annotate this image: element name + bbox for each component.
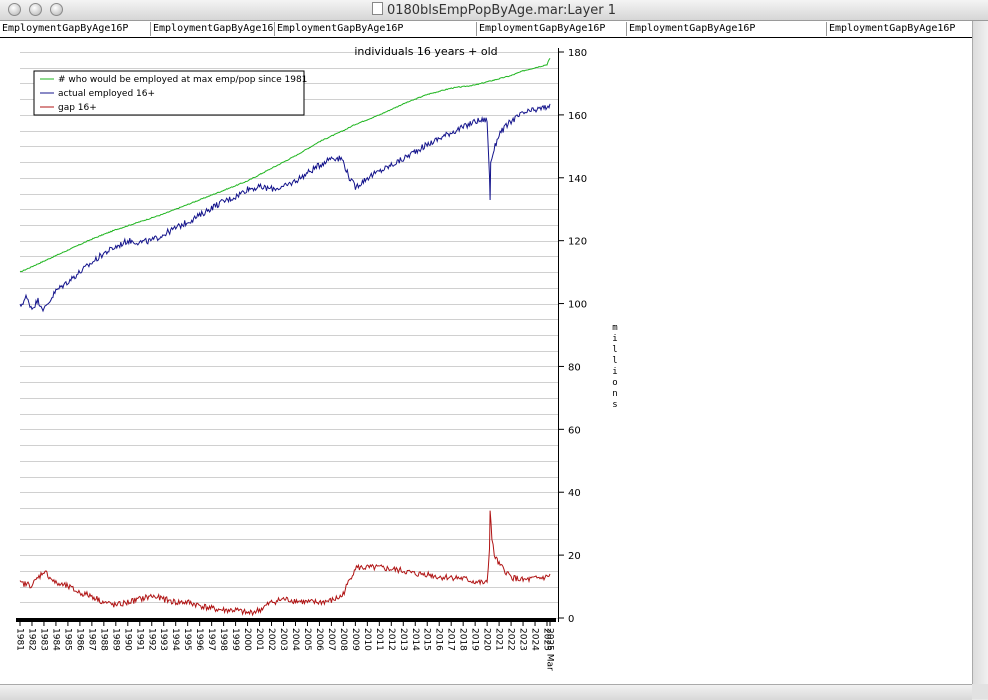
y-axis-label-char: o	[612, 378, 617, 388]
x-tick-label: 1998	[218, 628, 228, 651]
header-cell[interactable]: EmploymentGapByAge16P	[626, 22, 755, 36]
minimize-window-button[interactable]	[29, 3, 42, 16]
legend-label: # who would be employed at max emp/pop s…	[58, 75, 307, 85]
x-tick-label: 1982	[26, 628, 36, 651]
x-tick-label: 1985	[62, 628, 72, 651]
vertical-scrollbar[interactable]	[972, 21, 988, 684]
x-tick-label: 1984	[50, 628, 60, 651]
y-axis-label-char: s	[612, 400, 617, 410]
header-cell[interactable]: EmploymentGapByAge16P	[2, 23, 129, 34]
x-tick-label: 2016	[434, 628, 444, 651]
x-tick-label: 1983	[38, 628, 48, 651]
y-axis-label-char: n	[612, 389, 617, 399]
x-tick-label: 1986	[74, 628, 84, 651]
legend-label: gap 16+	[58, 103, 97, 113]
x-tick-label: 2014	[410, 628, 420, 651]
close-window-button[interactable]	[8, 3, 21, 16]
x-axis-baseline	[16, 618, 556, 622]
y-tick-label: 120	[568, 237, 587, 248]
x-tick-label: 2010	[362, 628, 372, 651]
x-tick-label: 2001	[254, 628, 264, 651]
y-axis-label-char: m	[612, 323, 617, 333]
x-tick-label: 2020	[482, 628, 492, 651]
x-tick-label: 2024	[530, 628, 540, 651]
header-cell[interactable]: EmploymentGapByAge16P	[274, 22, 403, 36]
x-tick-label: 2005	[302, 628, 312, 651]
y-tick-label: 0	[568, 614, 574, 625]
y-axis-label-char: l	[612, 345, 617, 355]
x-tick-label: 2008	[338, 628, 348, 651]
legend-label: actual employed 16+	[58, 89, 155, 99]
legend-box	[33, 70, 305, 116]
window-titlebar: 0180blsEmpPopByAge.mar:Layer 1	[0, 0, 988, 21]
header-cell[interactable]: EmploymentGapByAge16	[150, 22, 273, 36]
x-tick-label: 2021	[494, 628, 504, 651]
x-tick-label: 2022	[506, 628, 516, 651]
x-tick-label: 1989	[110, 628, 120, 651]
y-axis-label-char: l	[612, 356, 617, 366]
x-tick-label: 1981	[15, 628, 25, 651]
x-tick-label: 2007	[326, 628, 336, 651]
chart-legend: # who would be employed at max emp/pop s…	[33, 70, 307, 116]
x-tick-label: 1992	[146, 628, 156, 651]
zoom-window-button[interactable]	[50, 3, 63, 16]
x-tick-label: 2025	[542, 628, 552, 651]
horizontal-scrollbar[interactable]	[0, 684, 972, 700]
x-tick-label: 1999	[230, 628, 240, 651]
x-tick-label: 2013	[398, 628, 408, 651]
x-tick-label: 2003	[278, 628, 288, 651]
y-tick-label: 40	[568, 488, 581, 499]
header-cell[interactable]: EmploymentGapByAge16P	[476, 22, 605, 36]
x-tick-label: 2006	[314, 628, 324, 651]
x-tick-label: 1987	[86, 628, 96, 651]
resize-handle[interactable]	[972, 684, 988, 699]
header-cell[interactable]: EmploymentGapByAge16P	[826, 22, 955, 36]
y-tick-label: 160	[568, 111, 587, 122]
x-tick-label: 1997	[206, 628, 216, 651]
x-tick-label: 1996	[194, 628, 204, 651]
window-title: 0180blsEmpPopByAge.mar:Layer 1	[386, 3, 617, 18]
y-tick-label: 100	[568, 300, 587, 311]
series-line	[19, 103, 551, 313]
x-tick-label: 1995	[182, 628, 192, 651]
x-tick-label: 2011	[374, 628, 384, 651]
x-tick-label: 2009	[350, 628, 360, 651]
x-tick-label: 2012	[386, 628, 396, 651]
x-tick-label: 2000	[242, 628, 252, 651]
x-tick-label: 2018	[458, 628, 468, 651]
x-tick-label: 2025 Mar	[545, 628, 555, 671]
series-line	[19, 58, 551, 273]
x-tick-label: 2004	[290, 628, 300, 651]
x-tick-label: 1991	[134, 628, 144, 651]
y-axis-label-char: i	[612, 334, 617, 344]
line-chart: 020406080100120140160180millionsindividu…	[15, 45, 618, 671]
x-tick-label: 1993	[158, 628, 168, 651]
series-line	[19, 510, 551, 617]
y-tick-label: 60	[568, 425, 581, 436]
y-tick-label: 80	[568, 362, 581, 373]
x-tick-label: 2002	[266, 628, 276, 651]
x-tick-label: 2023	[518, 628, 528, 651]
x-tick-label: 1988	[98, 628, 108, 651]
x-tick-label: 2019	[470, 628, 480, 651]
document-icon	[371, 2, 383, 15]
x-tick-label: 2017	[446, 628, 456, 651]
y-tick-label: 20	[568, 551, 581, 562]
x-tick-label: 2015	[422, 628, 432, 651]
x-tick-label: 1994	[170, 628, 180, 651]
x-tick-label: 1990	[122, 628, 132, 651]
chart-title: individuals 16 years + old	[354, 45, 497, 58]
y-axis-label-char: i	[612, 367, 617, 377]
header-bar: EmploymentGapByAge16P EmploymentGapByAge…	[0, 21, 972, 38]
plot-area: 0 20 40 60 80 100 120 140 160 180 m i l l i o n s individu…	[0, 38, 972, 684]
window-title-wrap: 0180blsEmpPopByAge.mar:Layer 1	[0, 2, 988, 18]
y-tick-label: 180	[568, 48, 587, 59]
y-tick-label: 140	[568, 174, 587, 185]
